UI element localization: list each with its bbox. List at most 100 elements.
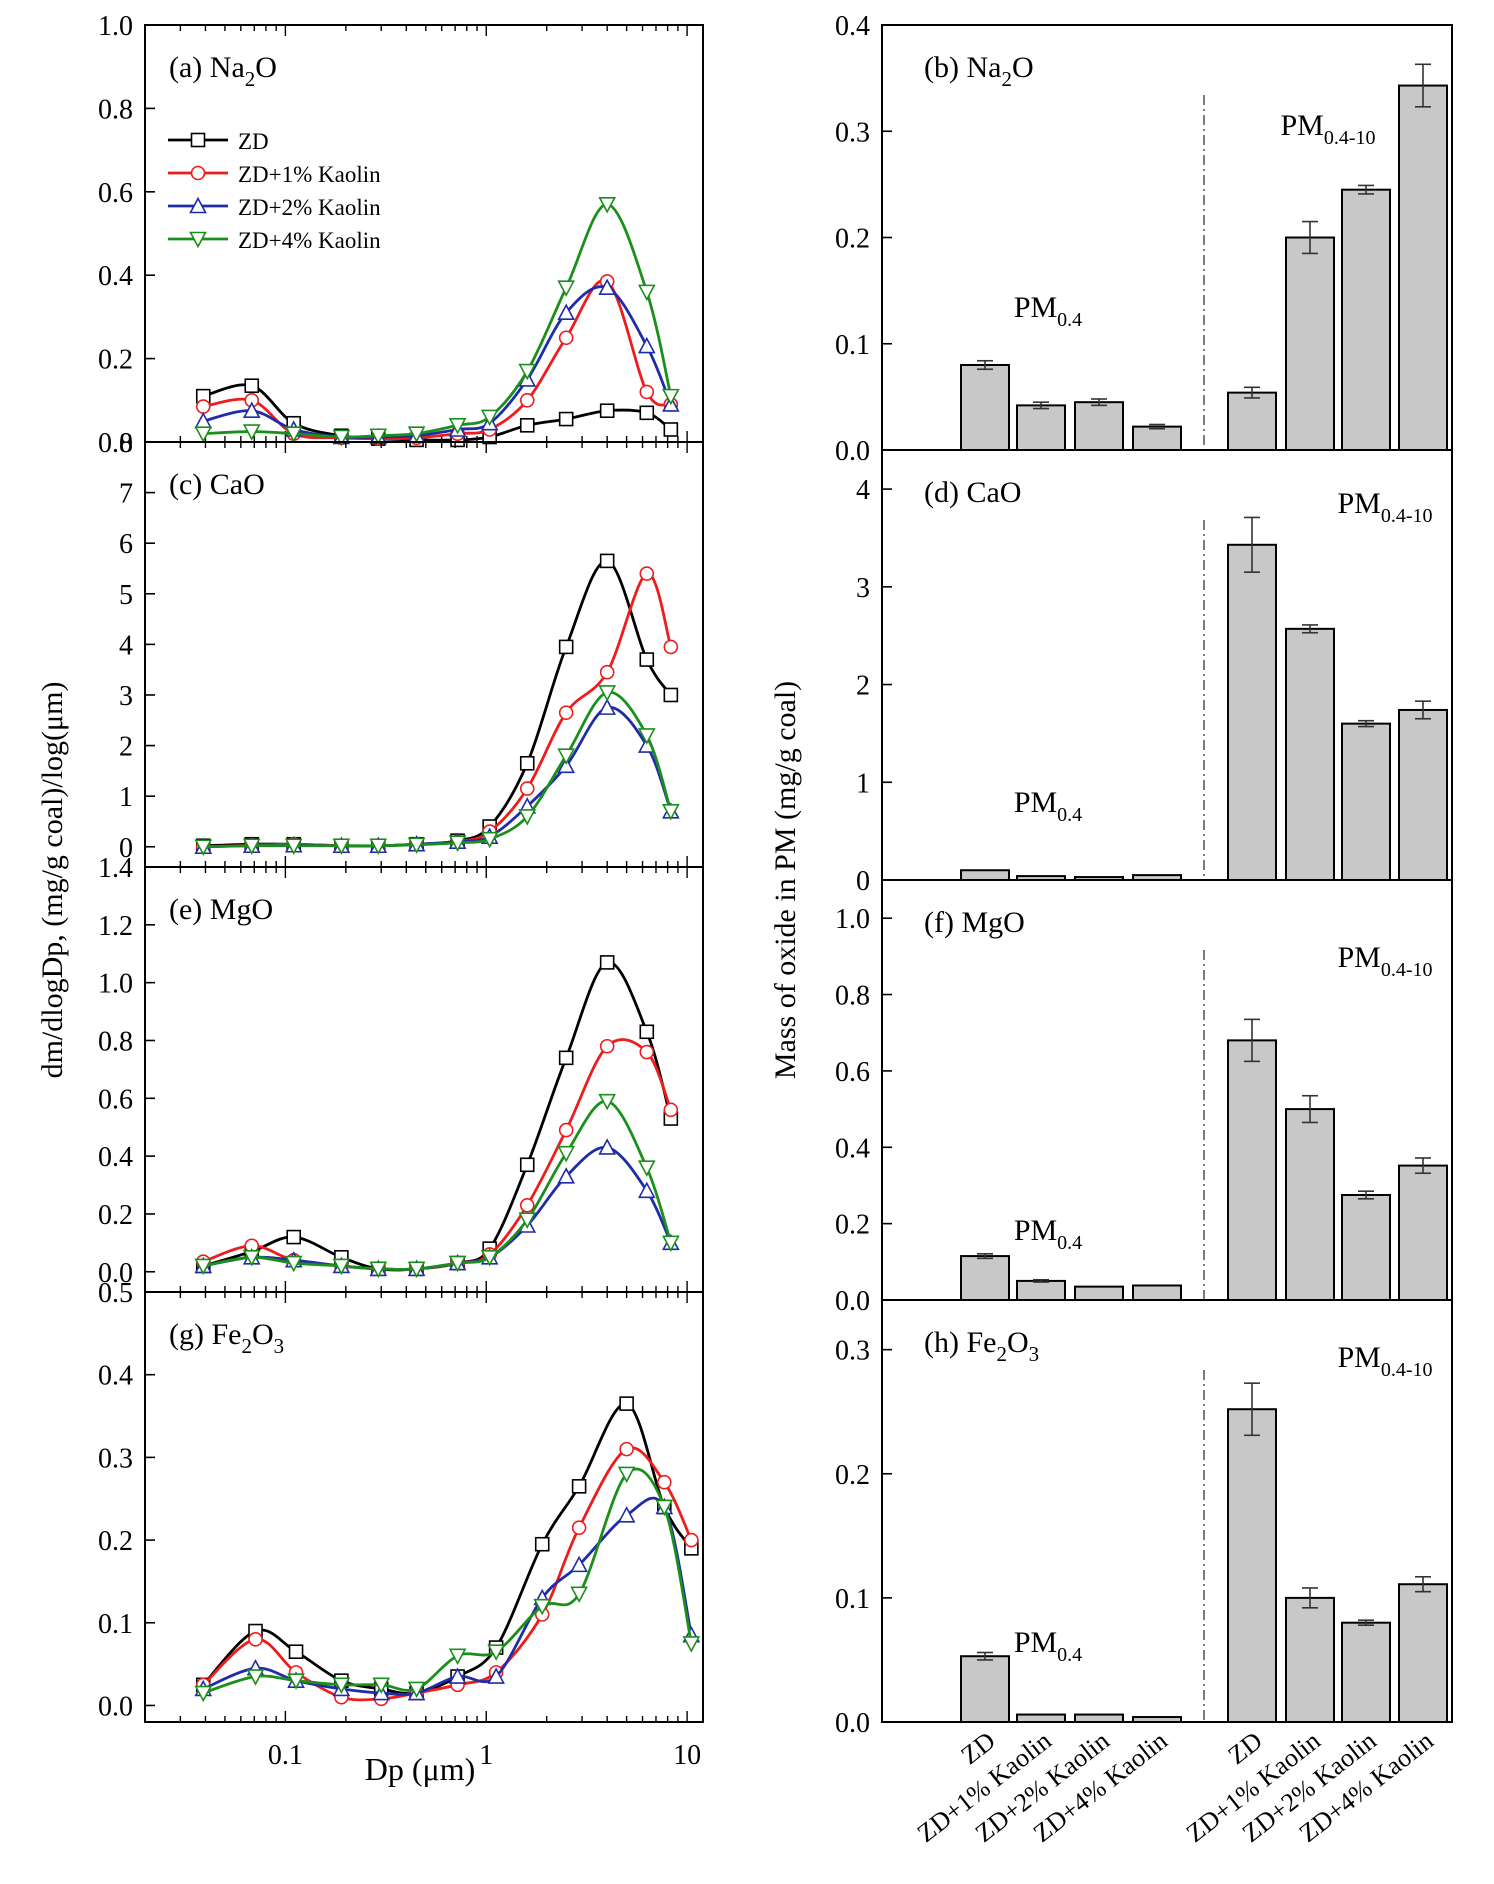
bar xyxy=(1285,1108,1335,1302)
group-label-pm04-10: PM0.4-10 xyxy=(1337,1341,1432,1381)
data-point xyxy=(244,378,260,394)
legend-label: ZD xyxy=(238,129,269,154)
data-point xyxy=(480,1250,499,1267)
data-point xyxy=(448,1648,467,1666)
data-point xyxy=(284,838,303,855)
y-tick-label: 0.0 xyxy=(835,1286,870,1317)
y-tick-label: 7 xyxy=(119,479,133,510)
data-point xyxy=(662,804,680,821)
data-point xyxy=(332,1258,351,1276)
data-point xyxy=(656,1474,672,1490)
data-point xyxy=(194,1258,213,1276)
data-point xyxy=(684,1532,699,1548)
data-point xyxy=(598,1138,617,1155)
data-point xyxy=(369,838,388,855)
group-label-pm04: PM0.4 xyxy=(1014,1214,1082,1254)
bar xyxy=(1074,401,1124,451)
y-tick-label: 0.2 xyxy=(835,224,870,255)
line-panel: 0.0 0.1 0.2 0.3 0.4 0.5 0.1 1 10 (g) Fe2O3 xyxy=(98,1278,704,1771)
data-point xyxy=(637,728,656,745)
data-point xyxy=(557,756,576,774)
bar xyxy=(1227,543,1277,882)
y-tick-label: 0.2 xyxy=(835,1210,870,1241)
data-point xyxy=(637,1181,656,1199)
data-point xyxy=(284,426,303,443)
series-line xyxy=(203,202,673,439)
y-tick-label: 1 xyxy=(119,782,133,813)
legend-entry: ZD+4% Kaolin xyxy=(168,228,381,253)
bar xyxy=(960,1655,1010,1724)
y-tick-label: 0.2 xyxy=(98,1200,133,1231)
data-point xyxy=(599,1038,615,1054)
data-point xyxy=(599,553,615,569)
data-point xyxy=(617,1466,636,1484)
left-line-panels: 0.0 0.2 0.4 0.6 0.8 1.0 (a) Na2O 0 1 2 3 4 5 6 7 8 (c) C… xyxy=(98,11,704,1771)
data-point xyxy=(639,1044,655,1060)
data-point xyxy=(599,664,615,680)
data-point xyxy=(557,303,576,321)
right-bar-panels: 0.0 0.1 0.2 0.3 0.4 (b) Na2O PM0.4 PM0.4-10 0 1 2 3… xyxy=(835,11,1453,1848)
data-point xyxy=(332,838,351,855)
data-point xyxy=(242,838,261,855)
data-point xyxy=(284,1255,303,1273)
bar xyxy=(1398,1583,1448,1723)
data-point xyxy=(639,1024,655,1040)
data-point xyxy=(637,284,656,302)
bar xyxy=(1132,1716,1182,1723)
y-tick-label: 0.0 xyxy=(98,428,133,459)
group-label-pm04: PM0.4 xyxy=(1014,786,1082,826)
data-point xyxy=(663,422,679,437)
y-tick-label: 0.4 xyxy=(98,261,133,292)
legend-entry: ZD+1% Kaolin xyxy=(168,162,381,187)
y-tick-label: 2 xyxy=(856,671,870,702)
data-point xyxy=(637,1160,656,1177)
data-point xyxy=(598,685,617,702)
data-point xyxy=(448,1255,467,1273)
data-point xyxy=(518,1212,537,1229)
data-point xyxy=(598,1093,617,1111)
y-tick-label: 0.0 xyxy=(835,1708,870,1739)
data-point xyxy=(332,1677,351,1694)
data-point xyxy=(639,405,655,421)
bar xyxy=(1132,1284,1182,1302)
data-point xyxy=(558,639,574,655)
data-point xyxy=(448,418,467,435)
y-tick-label: 0.4 xyxy=(835,1133,870,1164)
data-point xyxy=(487,1644,505,1661)
data-point xyxy=(662,1235,680,1253)
bar xyxy=(1074,1285,1124,1301)
series-line xyxy=(203,559,673,848)
data-point xyxy=(655,1499,674,1517)
data-point xyxy=(287,1673,305,1690)
y-tick-label: 1.4 xyxy=(98,853,133,884)
data-point xyxy=(639,652,655,667)
y-tick-label: 0.1 xyxy=(835,1584,870,1615)
group-label-pm04: PM0.4 xyxy=(1014,291,1082,331)
data-point xyxy=(286,1229,302,1245)
data-point xyxy=(534,1536,550,1552)
y-tick-label: 0.2 xyxy=(98,1526,133,1557)
data-point xyxy=(571,1520,587,1535)
legend-entry: ZD+2% Kaolin xyxy=(168,195,381,220)
bar xyxy=(1285,236,1335,451)
data-point xyxy=(619,1441,634,1457)
panel-title: (h) Fe2O3 xyxy=(924,1326,1039,1366)
data-point xyxy=(558,705,574,720)
y-tick-label: 1.0 xyxy=(835,904,870,935)
x-tick-label: 10 xyxy=(673,1740,701,1771)
data-point xyxy=(190,132,206,148)
y-tick-label: 0.6 xyxy=(835,1057,870,1088)
data-point xyxy=(519,1157,535,1173)
legend-label: ZD+4% Kaolin xyxy=(238,228,381,253)
data-point xyxy=(558,330,574,346)
group-label-pm04-10: PM0.4-10 xyxy=(1337,941,1432,981)
y-tick-label: 0.0 xyxy=(98,1691,133,1722)
data-point xyxy=(194,1685,213,1703)
data-point xyxy=(663,687,679,703)
y-tick-label: 0.8 xyxy=(98,94,133,125)
data-point xyxy=(519,1197,535,1213)
data-point xyxy=(246,1669,265,1686)
y-tick-label: 5 xyxy=(119,580,133,611)
data-point xyxy=(571,1479,587,1494)
bar xyxy=(1285,627,1335,881)
